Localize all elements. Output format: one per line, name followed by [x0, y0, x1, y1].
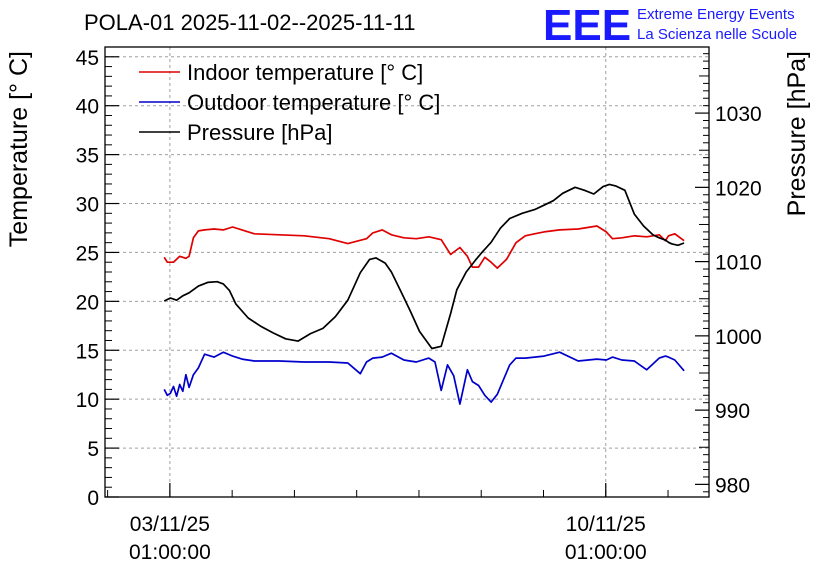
x-tick-time: 01:00:00 [129, 541, 211, 564]
left-tick-label: 20 [76, 291, 99, 314]
logo-line-1: Extreme Energy Events [637, 6, 795, 23]
series-line-outdoor [163, 351, 685, 405]
right-tick-label: 1020 [715, 177, 762, 200]
left-tick-label: 40 [76, 96, 99, 119]
left-tick-label: 30 [76, 194, 99, 217]
legend-label-pressure: Pressure [hPa] [187, 120, 333, 145]
left-tick-label: 15 [76, 340, 99, 363]
left-tick-label: 35 [76, 145, 99, 168]
legend-label-outdoor: Outdoor temperature [° C] [187, 90, 440, 115]
logo-mark: EEE [543, 1, 631, 50]
right-tick-label: 980 [715, 474, 750, 497]
left-tick-label: 45 [76, 47, 99, 70]
right-tick-label: 990 [715, 400, 750, 423]
right-tick-label: 1030 [715, 103, 762, 126]
axes: 0 5 10 15 20 25 30 35 40 45 980 990 1000 1010 1020 1030… [76, 46, 762, 564]
series-line-pressure [163, 183, 685, 350]
left-axis-title: Temperature [° C] [5, 51, 33, 247]
right-tick-label: 1010 [715, 252, 762, 275]
x-tick-date: 03/11/25 [130, 513, 210, 536]
chart-title: POLA-01 2025-11-02--2025-11-11 [84, 10, 415, 35]
logo-line-2: La Scienza nelle Scuole [637, 26, 797, 43]
left-tick-label: 0 [87, 487, 99, 510]
left-tick-label: 10 [76, 389, 99, 412]
grid [105, 47, 709, 497]
series-line-indoor [163, 225, 685, 269]
right-tick-label: 1000 [715, 326, 762, 349]
x-tick-time: 01:00:00 [565, 541, 647, 564]
right-axis-title: Pressure [hPa] [783, 51, 811, 216]
series-layer [163, 183, 685, 405]
legend: Indoor temperature [° C] Outdoor tempera… [139, 60, 440, 145]
legend-label-indoor: Indoor temperature [° C] [187, 60, 423, 85]
eee-logo: EEE Extreme Energy Events La Scienza nel… [543, 1, 797, 50]
left-tick-label: 5 [87, 438, 99, 461]
x-tick-date: 10/11/25 [566, 513, 646, 536]
left-tick-label: 25 [76, 242, 99, 265]
